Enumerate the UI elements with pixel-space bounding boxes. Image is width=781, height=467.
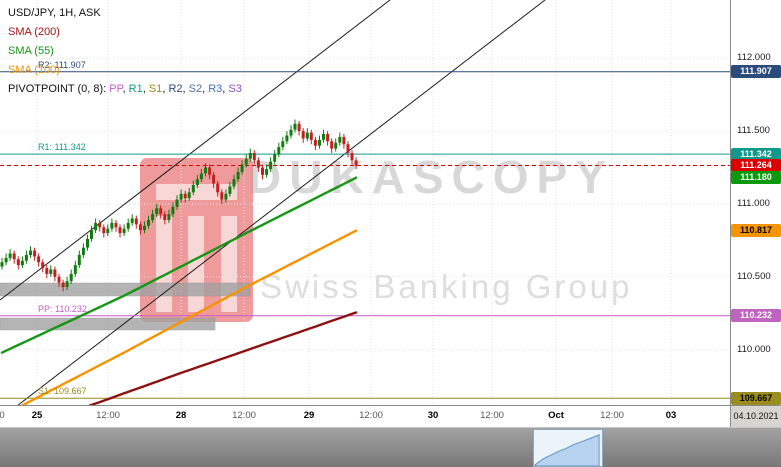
time-axis-label: 29 [303,410,315,421]
pivot-separator: , [162,83,169,95]
pivot-token-r2: R2 [168,83,183,95]
pivot-separator: , [222,83,229,95]
pivot-items: PP, R1, S1, R2, S2, R3, S3 [109,83,242,95]
chart-plot-area[interactable]: DUKASCOPY Swiss Banking Group R2: 111.90… [0,0,730,405]
price-badge-111.342: 111.342 [731,148,781,161]
pivot-separator: , [122,83,129,95]
price-badge-111.264: 111.264 [731,159,781,172]
legend-pivotpoint: PIVOTPOINT (0, 8): PP, R1, S1, R2, S2, R… [8,80,242,99]
price-badge-110.232: 110.232 [731,309,781,322]
time-axis-label: 12:00 [359,410,383,421]
level-label-r2: R2: 111.907 [38,60,86,70]
time-axis-label: 25 [31,410,43,421]
time-axis-label: 03 [665,410,677,421]
watermark-brand: DUKASCOPY [248,151,614,203]
legend-sma-200: SMA (200) [8,26,60,38]
price-axis-label: 110.500 [737,271,771,282]
axis-corner-date: 04.10.2021 [730,405,781,427]
time-axis-label: 12:00 [232,410,256,421]
time-axis-label: 28 [175,410,187,421]
time-axis-label: Oct [548,410,564,421]
price-chart-canvas[interactable] [0,0,730,405]
pivot-token-r1: R1 [128,83,143,95]
price-badge-109.667: 109.667 [731,392,781,405]
time-axis-label: 12:00 [600,410,624,421]
pivot-separator: , [202,83,209,95]
price-axis-label: 110.000 [737,344,771,355]
chart-legend: USD/JPY, 1H, ASK SMA (200) SMA (55) SMA … [8,4,242,99]
pivot-token-s2: S2 [188,83,203,95]
legend-sma-100: SMA (100) [8,64,60,76]
time-axis-label: 0 [0,410,5,421]
watermark-subtitle: Swiss Banking Group [260,268,633,305]
navigator-selection[interactable] [533,429,603,467]
time-axis-label: 30 [427,410,439,421]
price-badge-110.817: 110.817 [731,224,781,237]
level-label-pp: PP: 110.232 [38,304,87,314]
pivot-token-r3: R3 [208,83,223,95]
symbol-title: USD/JPY, 1H, ASK [8,7,101,19]
price-badge-111.907: 111.907 [731,65,781,78]
price-axis-label: 111.000 [737,198,770,209]
level-label-s1: S1: 109.667 [38,386,87,396]
price-badge-111.180: 111.180 [731,171,781,184]
chart-navigator[interactable] [0,427,781,467]
time-axis-label: 12:00 [96,410,120,421]
price-axis-label: 111.500 [737,125,770,136]
pivot-token-pp: PP [109,83,123,95]
price-axis[interactable]: 112.000 111.500 111.000 110.500 110.000 111.9… [730,0,781,405]
pivot-token-s3: S3 [228,83,242,95]
pivot-token-s1: S1 [148,83,163,95]
time-axis[interactable]: 0 25 12:00 28 12:00 29 12:00 30 12:00 Oct 12:00 03 [0,405,730,427]
pivot-separator: , [142,83,149,95]
pivot-label: PIVOTPOINT (0, 8): [8,83,110,95]
legend-sma-55: SMA (55) [8,45,54,57]
price-axis-label: 112.000 [737,52,771,63]
pivot-separator: , [182,83,189,95]
navigator-preview-chart [534,434,600,467]
time-axis-label: 12:00 [480,410,504,421]
level-label-r1: R1: 111.342 [38,142,86,152]
